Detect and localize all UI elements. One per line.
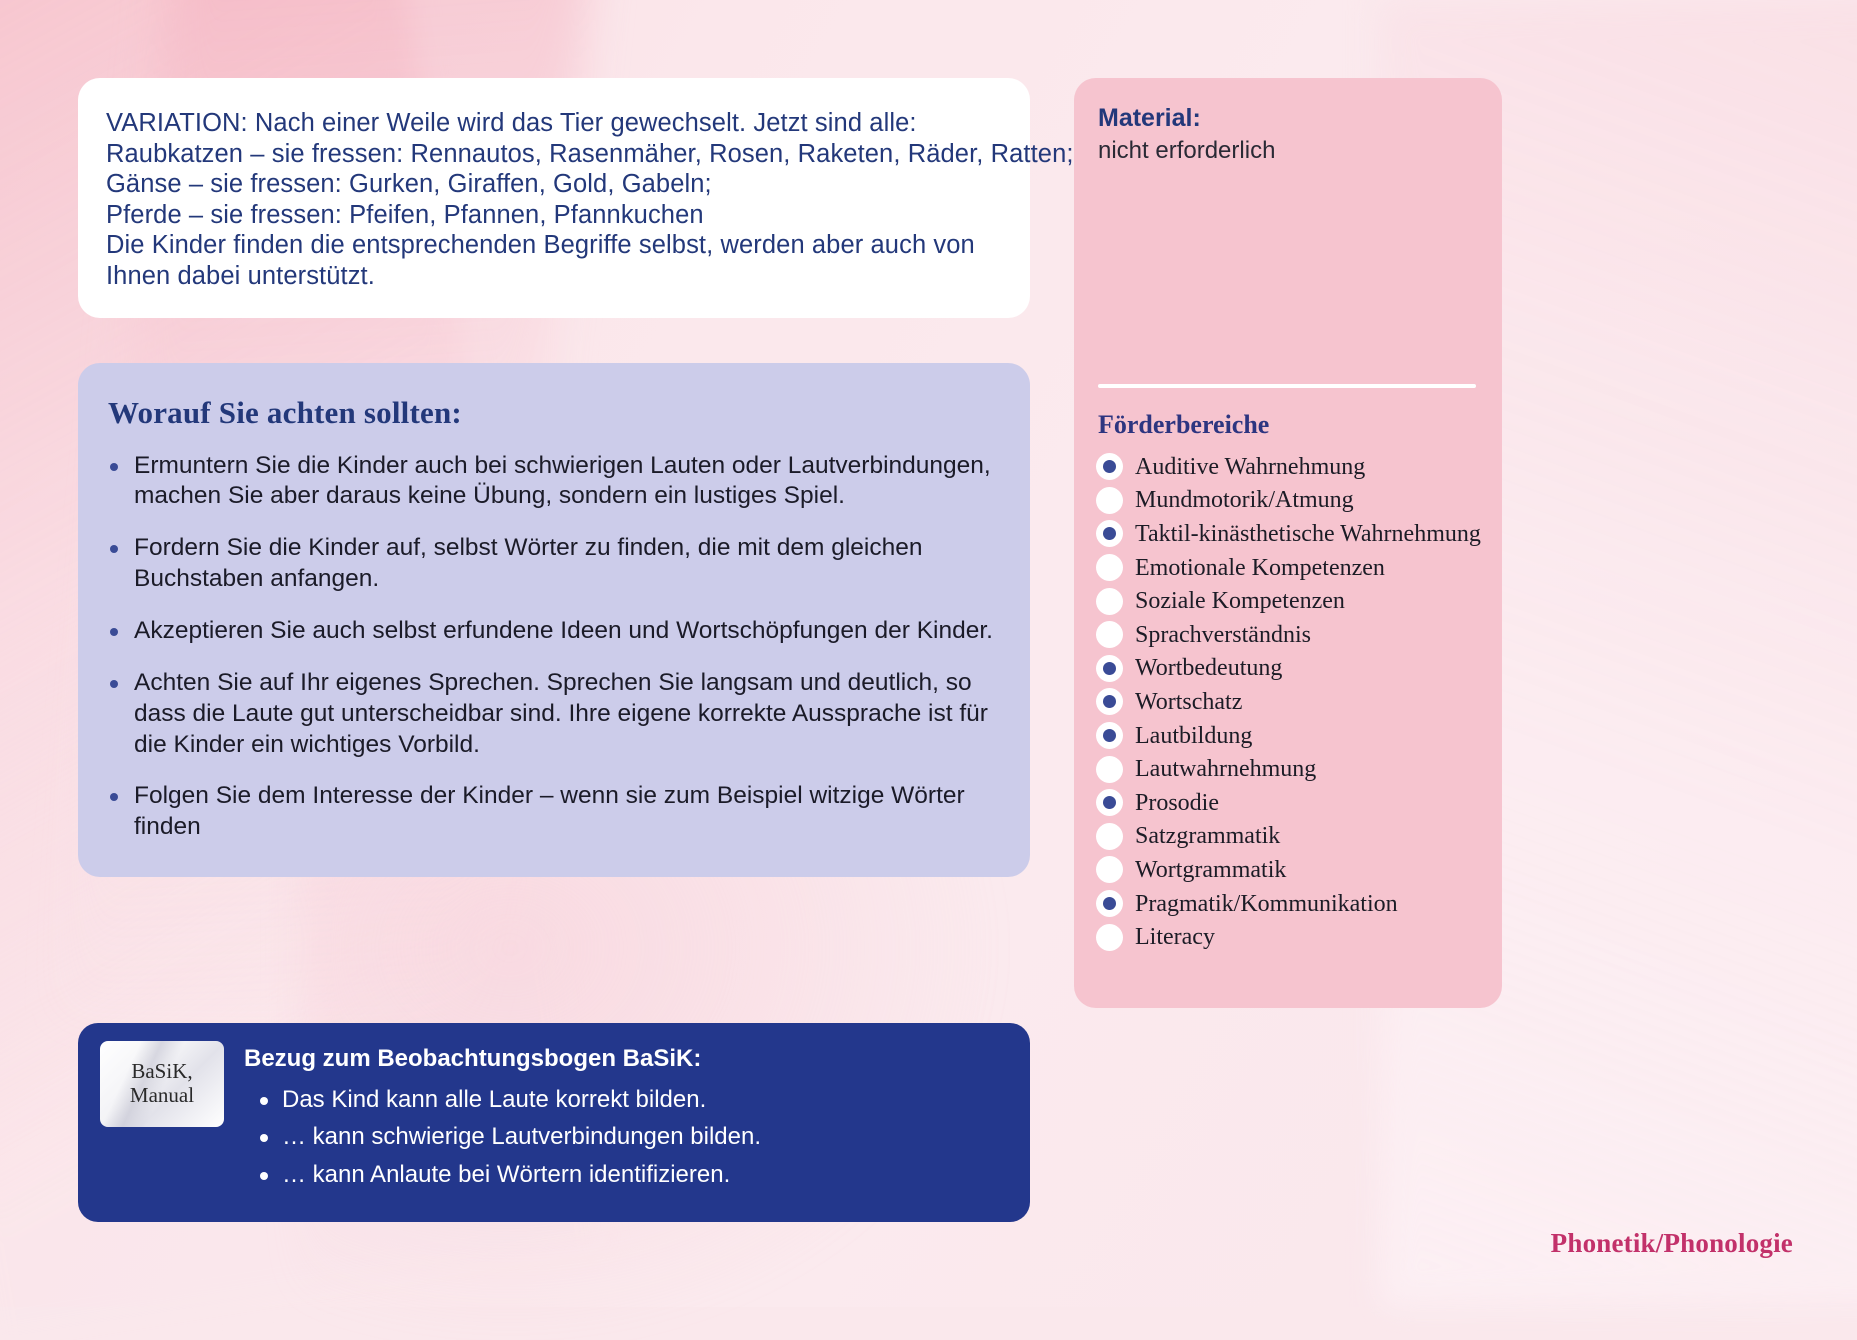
- foerderbereich-item[interactable]: Wortschatz: [1096, 685, 1480, 719]
- foerderbereich-item[interactable]: Soziale Kompetenzen: [1096, 584, 1480, 618]
- radio-unselected-icon[interactable]: [1096, 587, 1123, 615]
- logo-sheen: [100, 1041, 224, 1127]
- basik-body: Bezug zum Beobachtungsbogen BaSiK: Das K…: [244, 1041, 1006, 1198]
- basik-heading: Bezug zum Beobachtungsbogen BaSiK:: [244, 1045, 702, 1072]
- radio-selected-icon[interactable]: [1096, 890, 1123, 918]
- radio-selected-icon[interactable]: [1096, 688, 1123, 716]
- list-item: … kann schwierige Lautverbindungen bilde…: [256, 1123, 1006, 1151]
- foerderbereich-item[interactable]: Sprachverständnis: [1096, 618, 1480, 652]
- foerderbereich-label: Emotionale Kompetenzen: [1135, 554, 1385, 581]
- basik-bullet-list: Das Kind kann alle Laute korrekt bilden.…: [244, 1086, 1006, 1189]
- foerderbereich-item[interactable]: Taktil-kinästhetische Wahrnehmung: [1096, 517, 1481, 551]
- list-item: Akzeptieren Sie auch selbst erfundene Id…: [106, 616, 1000, 647]
- variation-line-3: Gänse – sie fressen: Gurken, Giraffen, G…: [106, 170, 712, 199]
- radio-unselected-icon[interactable]: [1096, 856, 1123, 884]
- basik-logo-line-2: Manual: [129, 1083, 195, 1107]
- foerderbereich-label: Wortbedeutung: [1135, 655, 1283, 682]
- foerderbereich-label: Soziale Kompetenzen: [1135, 588, 1345, 615]
- foerderbereich-item[interactable]: Mundmotorik/Atmung: [1096, 484, 1480, 518]
- material-title: Material:: [1098, 104, 1201, 132]
- radio-unselected-icon[interactable]: [1096, 923, 1123, 951]
- right-sidebar-panel: Material: nicht erforderlich Förderberei…: [1074, 78, 1502, 1008]
- left-column: VARIATION: Nach einer Weile wird das Tie…: [78, 78, 1074, 878]
- radio-unselected-icon[interactable]: [1096, 554, 1123, 582]
- variation-card: VARIATION: Nach einer Weile wird das Tie…: [78, 78, 1074, 318]
- foerderbereich-item[interactable]: Wortgrammatik: [1096, 853, 1480, 887]
- list-item: Fordern Sie die Kinder auf, selbst Wörte…: [106, 533, 1000, 595]
- radio-unselected-icon[interactable]: [1096, 755, 1123, 783]
- foerderbereich-item[interactable]: Emotionale Kompetenzen: [1096, 551, 1480, 585]
- basik-reference-card: BaSiK, Manual Bezug zum Beobachtungsboge…: [78, 1023, 1030, 1222]
- foerderbereich-item[interactable]: Pragmatik/Kommunikation: [1096, 887, 1480, 921]
- section-divider: [1098, 384, 1476, 388]
- radio-unselected-icon[interactable]: [1096, 621, 1123, 649]
- list-item: Das Kind kann alle Laute korrekt bilden.: [256, 1086, 1006, 1114]
- foerderbereich-item[interactable]: Satzgrammatik: [1096, 820, 1480, 854]
- foerderbereich-item[interactable]: Lautwahrnehmung: [1096, 752, 1480, 786]
- foerderbereich-item[interactable]: Literacy: [1096, 920, 1480, 954]
- foerderbereich-label: Auditive Wahrnehmung: [1135, 453, 1366, 480]
- material-value: nicht erforderlich: [1098, 137, 1276, 164]
- foerderbereich-label: Prosodie: [1135, 789, 1219, 816]
- basik-logo-line-1: BaSiK,: [131, 1059, 193, 1084]
- foerderbereich-label: Satzgrammatik: [1135, 823, 1281, 850]
- foerderbereich-label: Lautbildung: [1135, 722, 1253, 749]
- radio-selected-icon[interactable]: [1096, 520, 1123, 548]
- list-item: Ermuntern Sie die Kinder auch bei schwie…: [106, 451, 1000, 513]
- foerderbereich-label: Pragmatik/Kommunikation: [1135, 890, 1398, 917]
- foerderbereich-item[interactable]: Lautbildung: [1096, 719, 1480, 753]
- foerderbereich-item[interactable]: Prosodie: [1096, 786, 1480, 820]
- foerderbereich-item[interactable]: Auditive Wahrnehmung: [1096, 450, 1480, 484]
- worauf-bullet-list: Ermuntern Sie die Kinder auch bei schwie…: [106, 451, 1000, 844]
- foerderbereich-item[interactable]: Wortbedeutung: [1096, 652, 1480, 686]
- basik-manual-logo: BaSiK, Manual: [100, 1041, 224, 1127]
- radio-selected-icon[interactable]: [1096, 453, 1123, 481]
- variation-line-5: Die Kinder finden die entsprechenden Beg…: [106, 231, 975, 290]
- radio-unselected-icon[interactable]: [1096, 822, 1123, 850]
- foerderbereich-label: Wortgrammatik: [1135, 856, 1287, 883]
- list-item: Achten Sie auf Ihr eigenes Sprechen. Spr…: [106, 668, 1000, 761]
- radio-selected-icon[interactable]: [1096, 722, 1123, 750]
- footer-category-label: Phonetik/Phonologie: [1550, 1228, 1793, 1258]
- foerderbereich-label: Taktil-kinästhetische Wahrnehmung: [1135, 520, 1481, 547]
- variation-line-4: Pferde – sie fressen: Pfeifen, Pfannen, …: [106, 200, 704, 229]
- foerderbereiche-title: Förderbereiche: [1098, 410, 1270, 439]
- variation-line-2: Raubkatzen – sie fressen: Rennautos, Ras…: [106, 139, 1074, 168]
- foerderbereiche-list: Auditive Wahrnehmung Mundmotorik/Atmung Ta…: [1096, 450, 1481, 954]
- radio-selected-icon[interactable]: [1096, 789, 1123, 817]
- radio-unselected-icon[interactable]: [1096, 486, 1123, 514]
- list-item: Folgen Sie dem Interesse der Kinder – we…: [106, 781, 1000, 843]
- radio-selected-icon[interactable]: [1096, 654, 1123, 682]
- worauf-title: Worauf Sie achten sollten:: [108, 394, 462, 430]
- foerderbereich-label: Literacy: [1135, 924, 1215, 951]
- list-item: … kann Anlaute bei Wörtern identifiziere…: [256, 1161, 1006, 1189]
- foerderbereich-label: Lautwahrnehmung: [1135, 756, 1317, 783]
- worauf-card: Worauf Sie achten sollten: Ermuntern Sie…: [78, 362, 1030, 878]
- variation-line-1: VARIATION: Nach einer Weile wird das Tie…: [106, 109, 917, 137]
- foerderbereich-label: Wortschatz: [1135, 688, 1243, 715]
- foerderbereich-label: Sprachverständnis: [1135, 621, 1311, 648]
- foerderbereich-label: Mundmotorik/Atmung: [1135, 487, 1354, 514]
